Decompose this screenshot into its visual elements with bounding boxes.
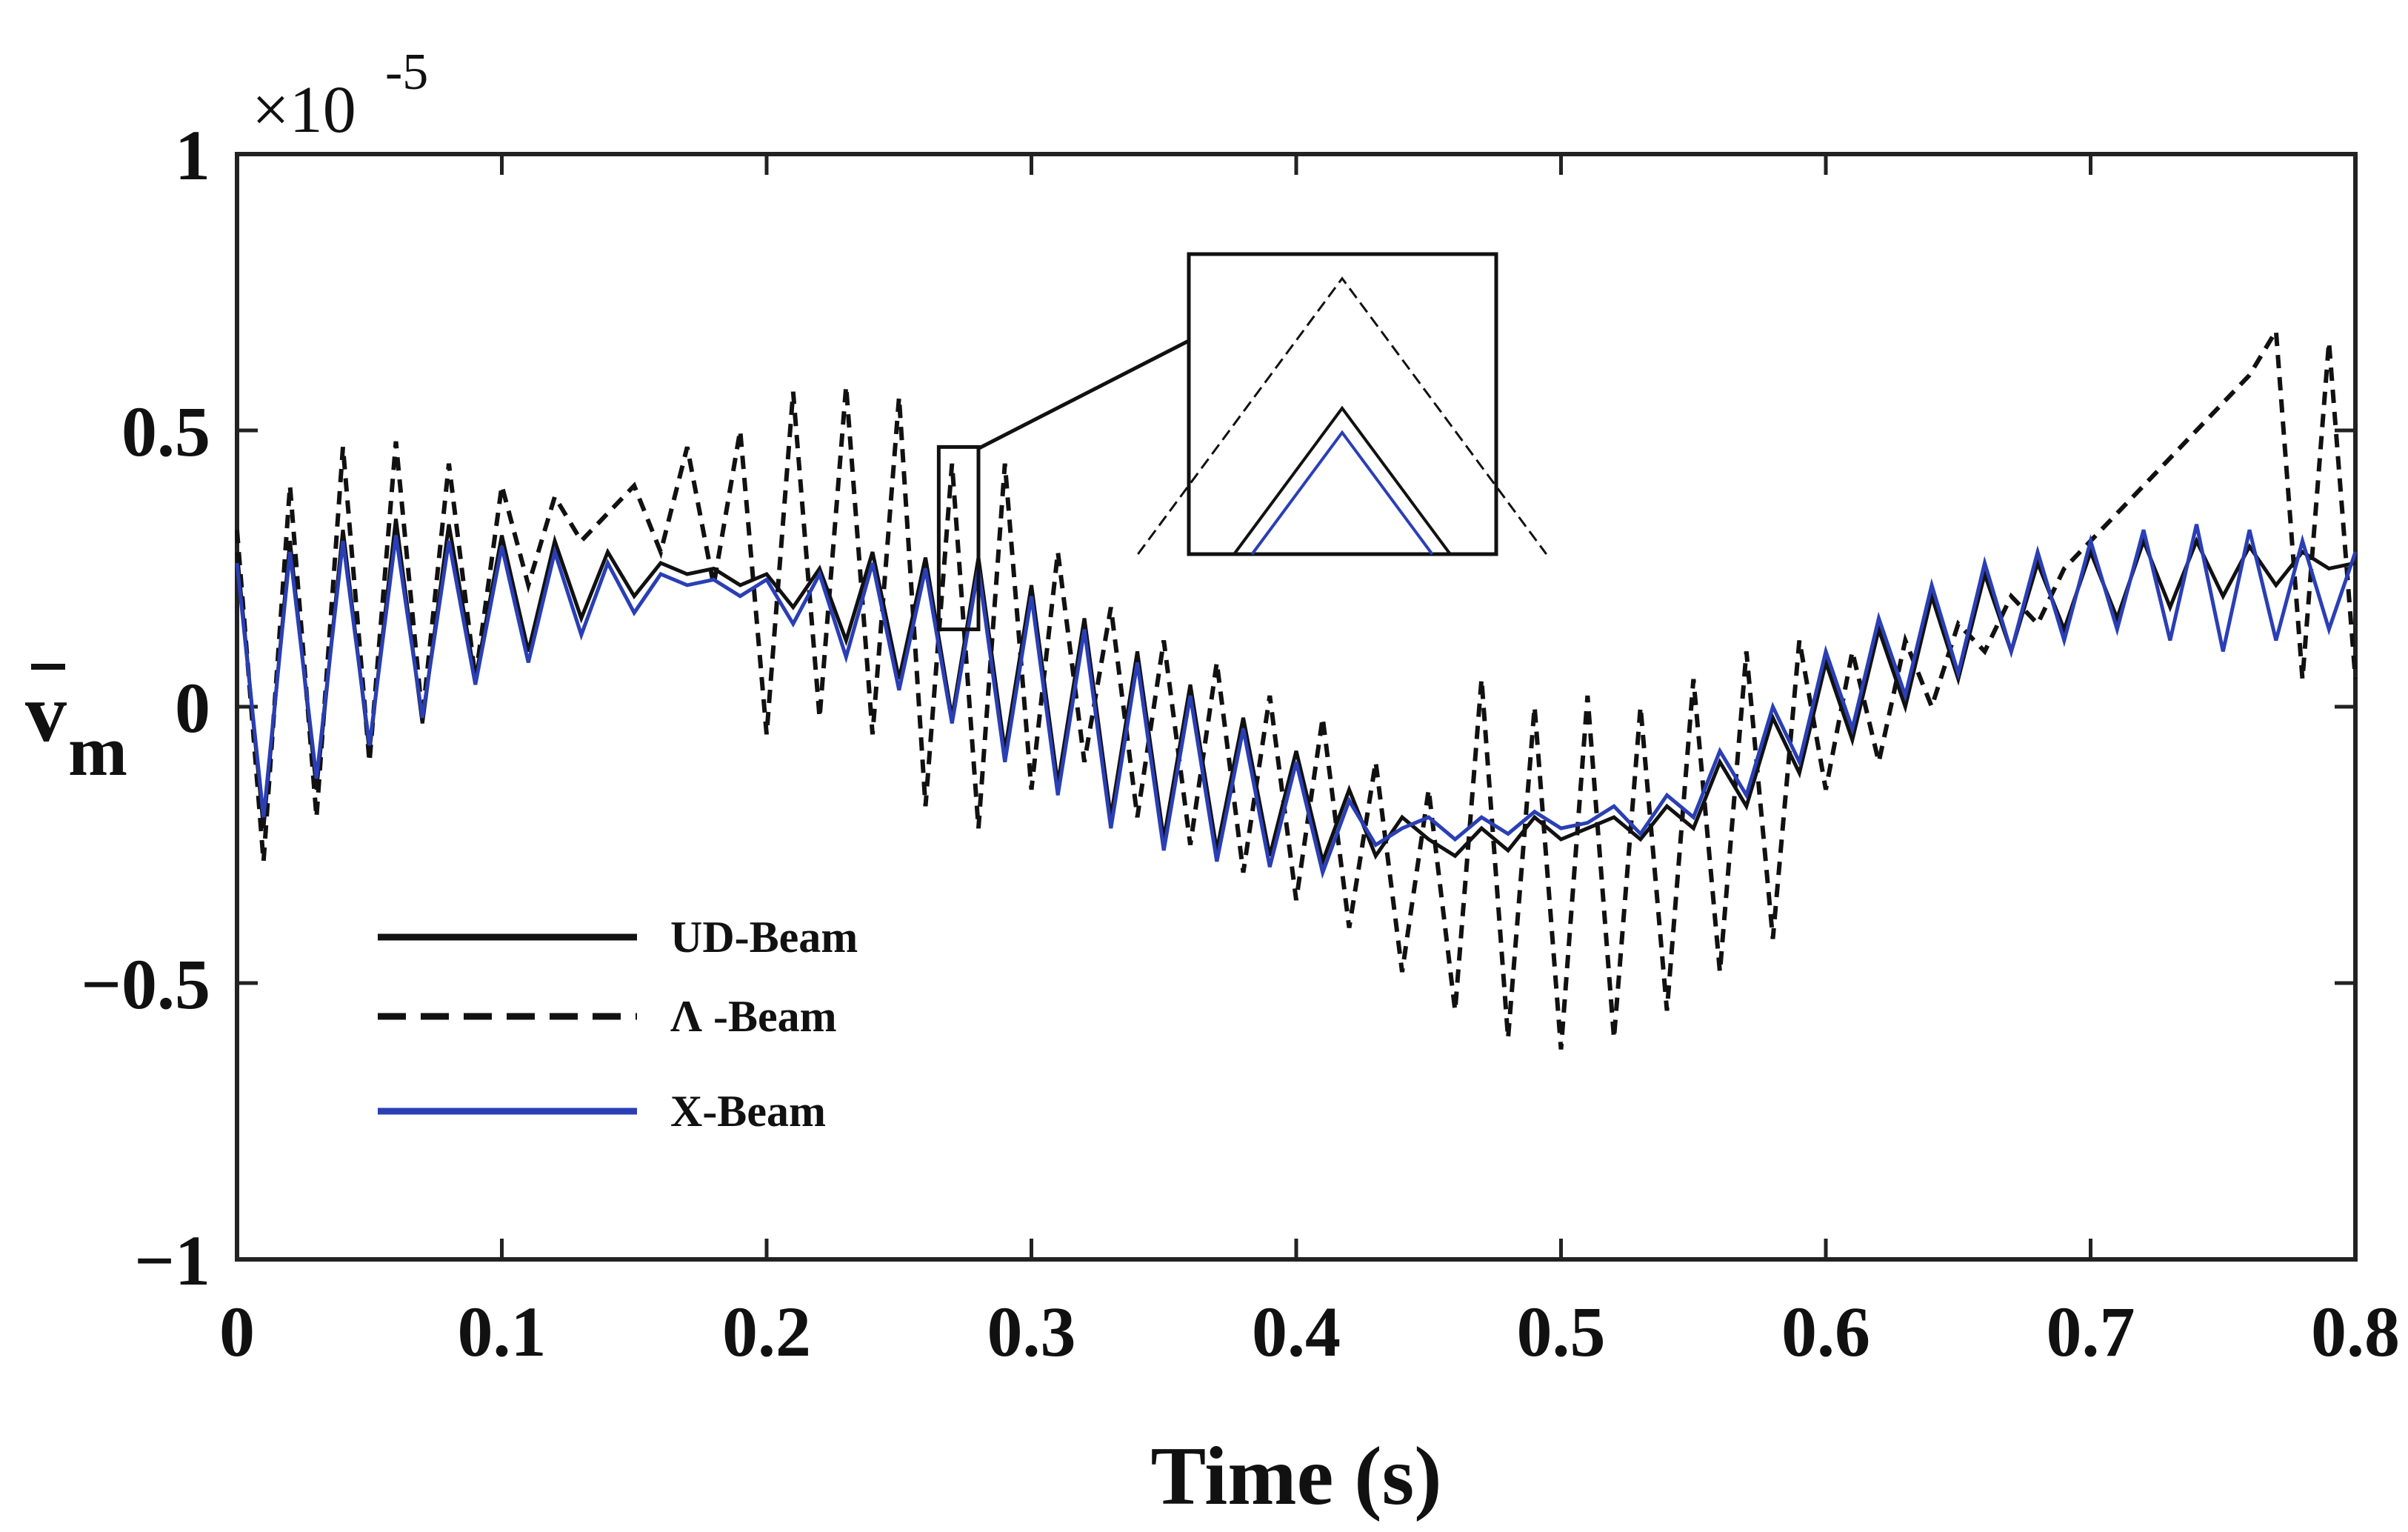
x-tick-label: 0.4 [1252, 1292, 1341, 1371]
legend-label-lambda-beam: Λ -Beam [670, 992, 837, 1041]
x-tick-label: 0.7 [2047, 1292, 2135, 1371]
y-ticks: −1 −0.5 0 0.5 1 [81, 116, 2355, 1300]
y-axis-title: v m [25, 664, 127, 790]
x-ticks: 0 0.1 0.2 0.3 0.4 0.5 0.6 0.7 0.8 [219, 154, 2400, 1371]
inset-zoom [1137, 252, 1547, 556]
x-tick-label: 0.3 [987, 1292, 1076, 1371]
x-tick-label: 0.6 [1781, 1292, 1870, 1371]
inset-peak-ud-beam [1233, 405, 1452, 556]
x-tick-label: 0.5 [1517, 1292, 1606, 1371]
y-axis-title-sub: m [68, 711, 127, 790]
inset-lines [1137, 276, 1547, 556]
inset-frame [1187, 252, 1498, 556]
legend-label-ud-beam: UD-Beam [670, 913, 858, 962]
series-line-x-beam [235, 524, 2358, 879]
y-tick-label: 0.5 [121, 392, 210, 471]
y-exponent-power: -5 [385, 44, 428, 101]
series-layer [235, 324, 2358, 1050]
zoom-connector-line [977, 339, 1190, 450]
x-tick-label: 0 [219, 1292, 255, 1371]
y-tick-label: −0.5 [81, 945, 210, 1024]
legend-label-x-beam: X-Beam [670, 1087, 826, 1136]
y-tick-label: −1 [134, 1221, 210, 1300]
zoom-source-box [936, 444, 981, 632]
y-exponent-base: ×10 [252, 73, 356, 147]
y-axis-title-main: v [25, 667, 67, 759]
legend: UD-Beam Λ -Beam X-Beam [378, 913, 858, 1136]
inset-peak-beam [1137, 276, 1547, 555]
x-axis-title: Time (s) [1151, 1431, 1442, 1522]
x-tick-label: 0.8 [2311, 1292, 2400, 1371]
y-tick-label: 1 [175, 116, 210, 195]
series-line-beam [235, 324, 2358, 1050]
x-tick-label: 0.1 [458, 1292, 547, 1371]
x-tick-label: 0.2 [722, 1292, 811, 1371]
inset-peak-x-beam [1250, 430, 1434, 556]
y-tick-label: 0 [175, 668, 210, 747]
